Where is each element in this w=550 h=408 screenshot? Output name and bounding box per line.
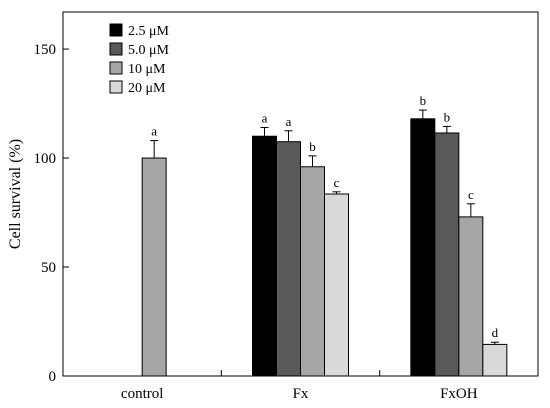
y-axis-title: Cell survival (%): [7, 139, 24, 249]
legend-label: 10 μM: [128, 62, 166, 77]
legend-label: 2.5 μM: [128, 24, 170, 39]
bar: [410, 118, 436, 377]
significance-letter: b: [309, 139, 316, 154]
significance-letter: c: [334, 175, 340, 190]
bar: [300, 166, 325, 377]
y-tick-label: 50: [41, 260, 56, 276]
significance-letter: c: [468, 187, 474, 202]
significance-labels: a a a b c b b c d: [151, 93, 498, 340]
x-category-label: control: [121, 386, 164, 402]
bar: [276, 141, 301, 377]
y-axis-ticks: 0 50 100 150: [34, 42, 69, 385]
bar: [141, 157, 167, 377]
significance-letter: a: [262, 111, 268, 126]
legend-swatch: [109, 42, 123, 56]
x-category-label: FxOH: [440, 386, 478, 402]
significance-letter: a: [151, 124, 157, 139]
error-bars: [150, 109, 499, 345]
legend-swatch: [109, 80, 123, 94]
significance-letter: b: [420, 93, 427, 108]
legend-swatch: [109, 23, 123, 37]
x-axis-ticks: control Fx FxOH: [121, 370, 478, 402]
bar: [458, 216, 484, 377]
legend: 2.5 μM 5.0 μM 10 μM 20 μM: [109, 23, 170, 96]
legend-label: 5.0 μM: [128, 43, 170, 58]
y-tick-label: 100: [34, 151, 57, 167]
y-tick-label: 0: [49, 369, 57, 385]
significance-letter: a: [286, 114, 292, 129]
bar: [324, 193, 349, 377]
x-category-label: Fx: [293, 386, 309, 402]
legend-swatch: [109, 61, 123, 75]
legend-label: 20 μM: [128, 81, 166, 96]
bar: [434, 132, 460, 377]
bar: [482, 343, 508, 377]
bar: [252, 135, 277, 377]
bar-series: [141, 118, 508, 377]
significance-letter: d: [492, 325, 499, 340]
y-tick-label: 150: [34, 42, 57, 58]
significance-letter: b: [444, 109, 451, 124]
